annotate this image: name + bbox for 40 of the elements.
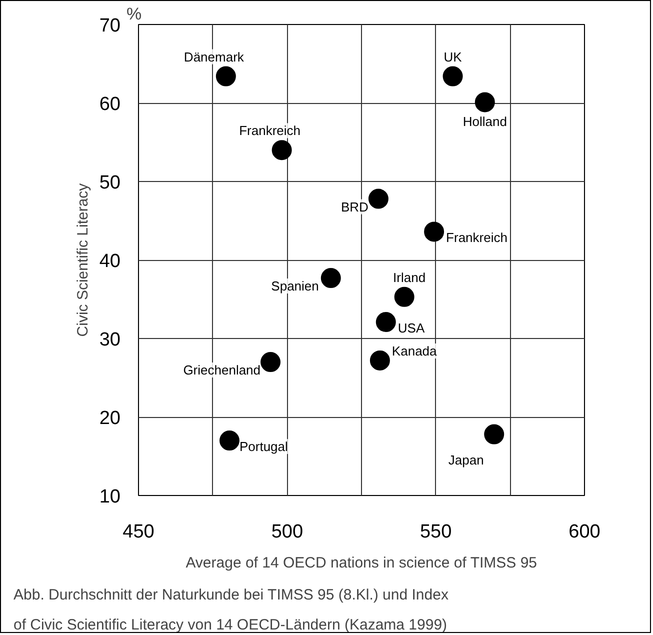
point [370,350,390,370]
annotation: Japan [448,452,484,468]
annotation: Portugal [239,439,288,454]
x-axis-title: Average of 14 OECD nations in science of TIMSS 95 [186,554,538,572]
point [216,66,236,86]
point [272,140,292,160]
annotation: Kanada [392,343,438,358]
annotation: Frankreich [446,230,508,246]
x-tick-label: 600 [568,522,600,542]
x-tick-label: 550 [420,522,452,542]
annotation: Frankreich [239,123,301,138]
y-tick-label: 50 [99,172,121,194]
x-tick-label: 500 [271,522,304,542]
y-tick-label: 20 [99,408,121,429]
point [376,312,396,332]
point [260,352,281,372]
y-axis-title: Civic Scientific Literacy [74,182,92,337]
point [442,66,463,86]
y-tick-label: 60 [99,94,121,115]
y-tick-label: 10 [99,486,121,508]
annotation: Holland [462,114,507,130]
point [484,424,504,444]
x-tick-label: 450 [122,522,154,542]
annotation: Griechenland [183,362,261,378]
annotation: Irland [393,270,426,285]
text: % [126,4,142,24]
annotation: Spanien [271,278,319,294]
y-tick-label: 30 [99,330,121,350]
annotation: BRD [341,199,368,214]
annotation: Dänemark [184,49,244,64]
point [219,430,240,451]
point [424,222,444,242]
y-tick-label: 40 [99,251,121,272]
point [368,188,388,209]
point [320,268,341,288]
point [474,92,495,112]
y-tick-label: 70 [99,16,121,36]
annotation: USA [398,320,425,336]
annotation: UK [444,49,462,64]
point [394,286,414,307]
